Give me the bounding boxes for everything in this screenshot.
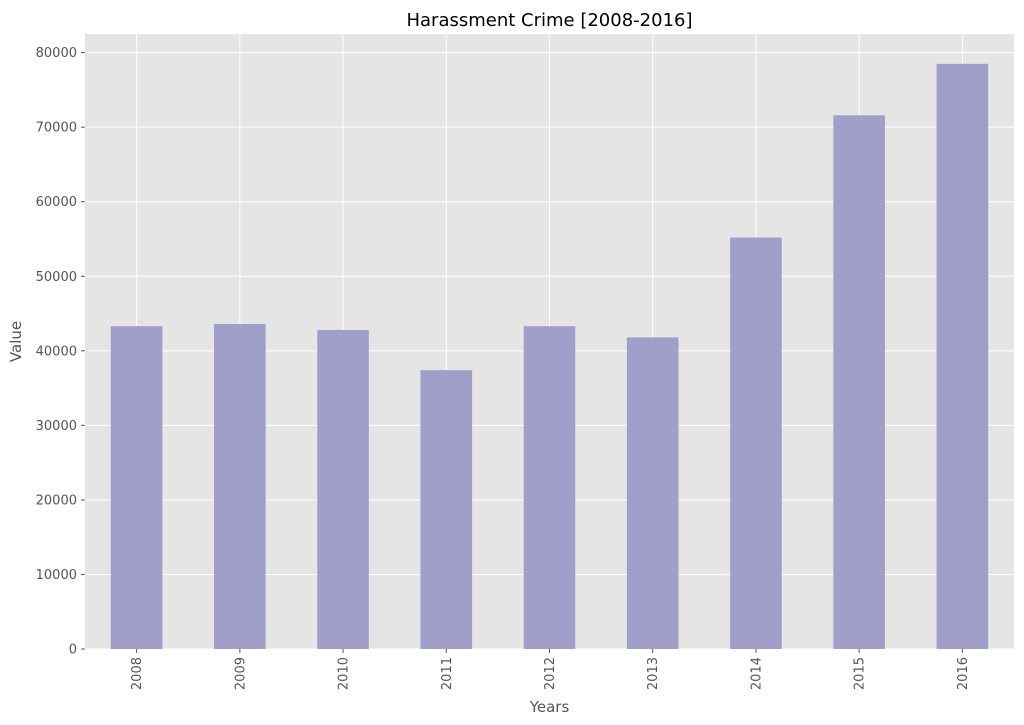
y-tick-label: 10000 — [36, 568, 77, 583]
y-tick-label: 70000 — [36, 121, 77, 136]
y-tick-label: 80000 — [36, 46, 77, 61]
bar-2013 — [626, 337, 679, 649]
bars — [110, 63, 989, 650]
bar-2012 — [523, 326, 576, 649]
y-tick-label: 40000 — [36, 344, 77, 359]
chart-title: Harassment Crime [2008-2016] — [406, 10, 692, 31]
x-tick-label: 2009 — [233, 657, 248, 690]
x-axis-label: Years — [529, 698, 570, 716]
y-tick-label: 0 — [69, 643, 77, 658]
y-tick-label: 30000 — [36, 419, 77, 434]
y-tick-label: 20000 — [36, 493, 77, 508]
x-tick-label: 2012 — [543, 657, 558, 690]
y-tick-label: 50000 — [36, 270, 77, 285]
y-axis-ticks: 0 10000 20000 30000 40000 50000 60000 70000 8000… — [36, 46, 85, 658]
bar-2010 — [317, 329, 369, 649]
y-tick-label: 60000 — [36, 195, 77, 210]
y-axis-label: Value — [7, 321, 25, 362]
bar-2016 — [936, 63, 989, 650]
bar-2011 — [420, 370, 473, 649]
x-axis-ticks: 2008 2009 2010 2011 2012 2013 2014 2015 2016 — [130, 649, 971, 690]
bar-2015 — [833, 115, 885, 650]
x-tick-label: 2016 — [956, 657, 971, 690]
x-tick-label: 2014 — [749, 657, 764, 690]
x-tick-label: 2013 — [646, 657, 661, 690]
bar-2008 — [110, 326, 163, 649]
bar-2014 — [730, 237, 782, 649]
x-tick-label: 2015 — [853, 657, 868, 690]
x-tick-label: 2008 — [130, 657, 145, 690]
bar-2009 — [214, 323, 266, 649]
x-tick-label: 2011 — [440, 657, 455, 690]
x-tick-label: 2010 — [337, 657, 352, 690]
